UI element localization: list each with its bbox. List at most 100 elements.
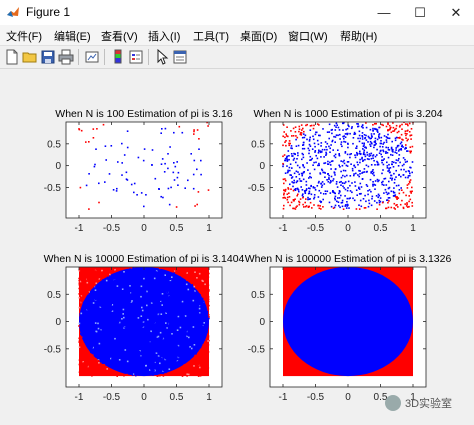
- inside-point: [374, 180, 377, 182]
- inside-point: [137, 342, 140, 345]
- inside-point: [132, 339, 134, 341]
- outside-point: [82, 285, 85, 288]
- outside-point: [317, 204, 320, 207]
- minimize-button[interactable]: —: [377, 5, 391, 20]
- print-icon[interactable]: [58, 49, 74, 65]
- inside-point: [79, 326, 81, 328]
- menu-file[interactable]: 文件(F): [6, 31, 43, 43]
- inside-point: [150, 368, 152, 370]
- inside-point: [97, 326, 100, 328]
- inside-point: [105, 318, 108, 321]
- inside-point: [171, 367, 173, 370]
- inside-point: [157, 361, 160, 363]
- inside-point: [308, 192, 311, 194]
- inside-point: [186, 338, 188, 341]
- property-inspector-icon[interactable]: [172, 49, 188, 65]
- outside-point: [196, 364, 198, 367]
- inside-point: [342, 169, 345, 172]
- save-icon[interactable]: [40, 49, 56, 65]
- outside-point: [207, 291, 209, 293]
- inside-point: [346, 201, 348, 203]
- inside-point: [401, 164, 404, 167]
- inside-point: [367, 141, 369, 143]
- inside-point: [201, 297, 204, 299]
- outside-point: [292, 135, 295, 137]
- inside-point: [145, 327, 147, 329]
- menu-insert[interactable]: 插入(I): [148, 31, 181, 43]
- inside-point: [140, 353, 142, 356]
- menu-help[interactable]: 帮助(H): [340, 31, 378, 43]
- inside-point: [148, 298, 150, 301]
- inside-point: [152, 337, 154, 340]
- close-button[interactable]: ✕: [450, 4, 462, 20]
- menu-tools[interactable]: 工具(T): [193, 31, 230, 43]
- inside-point: [203, 310, 206, 312]
- open-file-icon[interactable]: [22, 49, 38, 65]
- inside-point: [329, 147, 331, 150]
- inside-point: [199, 334, 201, 336]
- outside-point: [116, 375, 118, 377]
- inside-point: [145, 367, 147, 370]
- inside-point: [200, 331, 202, 334]
- inside-point: [315, 131, 318, 134]
- inside-point: [110, 145, 113, 147]
- inside-point: [157, 325, 159, 327]
- outside-point: [195, 283, 198, 285]
- inside-point: [177, 351, 180, 354]
- inside-point: [150, 340, 152, 342]
- inside-point: [381, 172, 383, 175]
- inside-point: [325, 154, 327, 156]
- inside-point: [92, 294, 95, 296]
- new-figure-icon[interactable]: [4, 49, 20, 65]
- outside-point: [284, 136, 286, 139]
- inside-point: [110, 301, 112, 303]
- inside-point: [125, 276, 128, 279]
- inside-point: [130, 352, 133, 354]
- y-tick-label: -0.5: [44, 344, 62, 355]
- inside-point: [309, 136, 311, 139]
- inside-point: [143, 324, 146, 326]
- link-plot-icon[interactable]: [84, 49, 100, 65]
- inside-point: [116, 364, 118, 367]
- outside-point: [84, 346, 86, 348]
- y-tick-label: 0.5: [47, 290, 61, 301]
- inside-point: [112, 318, 115, 320]
- outside-point: [84, 351, 86, 354]
- inside-point: [154, 291, 157, 294]
- inside-point: [286, 156, 288, 158]
- insert-legend-icon[interactable]: [128, 49, 144, 65]
- menu-desktop[interactable]: 桌面(D): [240, 31, 278, 43]
- inside-point: [176, 302, 178, 304]
- inside-point: [153, 342, 155, 344]
- inside-point: [158, 294, 161, 297]
- insert-colorbar-icon[interactable]: [110, 49, 126, 65]
- outside-point: [197, 284, 199, 286]
- menu-view[interactable]: 查看(V): [101, 31, 138, 43]
- maximize-button[interactable]: ☐: [414, 4, 426, 20]
- inside-point: [371, 170, 374, 173]
- edit-plot-arrow-icon[interactable]: [154, 49, 170, 65]
- inside-point: [369, 140, 372, 143]
- inside-point: [88, 320, 90, 322]
- inside-point: [344, 204, 347, 206]
- inside-point: [402, 146, 404, 148]
- inside-point: [127, 290, 129, 292]
- outside-point: [83, 270, 85, 273]
- inside-point: [137, 294, 139, 296]
- inside-point: [404, 161, 407, 163]
- outside-point: [168, 371, 171, 374]
- inside-point: [382, 169, 384, 171]
- outside-point: [198, 283, 201, 286]
- inside-point: [131, 317, 133, 319]
- outside-point: [205, 360, 208, 363]
- outside-point: [318, 124, 320, 126]
- menu-edit[interactable]: 编辑(E): [54, 31, 91, 43]
- inside-point: [396, 144, 399, 147]
- outside-point: [123, 374, 125, 377]
- inside-point: [338, 164, 340, 167]
- menu-window[interactable]: 窗口(W): [288, 31, 328, 43]
- outside-point: [202, 275, 204, 277]
- inside-point: [192, 348, 195, 350]
- inside-point: [110, 303, 112, 306]
- inside-point: [395, 176, 397, 178]
